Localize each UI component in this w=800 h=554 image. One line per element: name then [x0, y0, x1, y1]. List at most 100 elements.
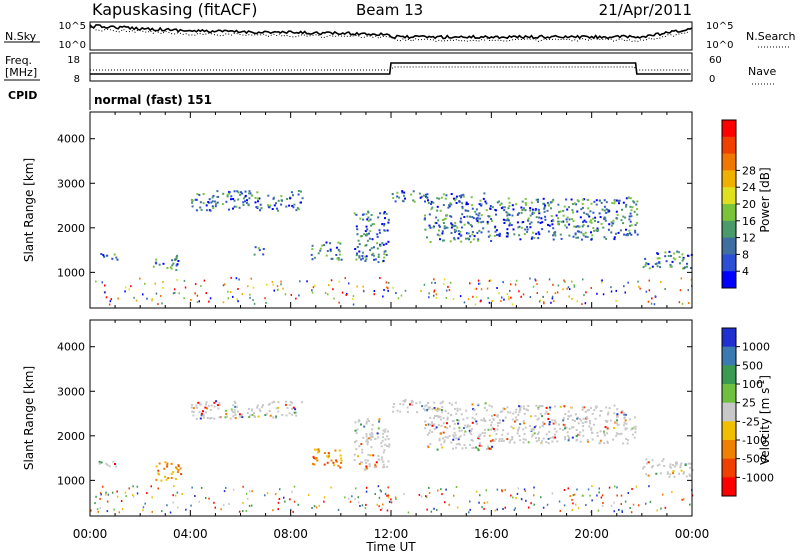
velocity-noise-cell [365, 503, 367, 506]
power-echo-cell [531, 236, 534, 239]
velocity-noise-cell [118, 511, 120, 514]
power-noise-cell [284, 293, 287, 296]
velocity-echo-cell [453, 407, 456, 410]
velocity-echo-cell [175, 466, 177, 469]
velocity-echo-cell [590, 428, 593, 431]
power-echo-cell [376, 233, 379, 236]
velocity-cbar-label: Velocity [m s-1] [757, 375, 772, 465]
power-echo-cell [552, 238, 555, 241]
velocity-echo-cell [687, 462, 690, 465]
power-noise-cell [479, 300, 482, 303]
velocity-echo-cell [522, 441, 525, 444]
velocity-noise-cell [571, 498, 573, 501]
power-echo-cell [592, 211, 595, 214]
power-echo-cell [286, 198, 289, 200]
velocity-noise-cell [590, 510, 592, 513]
velocity-noise-cell [248, 490, 251, 493]
velocity-echo-cell [496, 424, 499, 427]
power-echo-cell [670, 254, 672, 257]
velocity-echo-cell [541, 425, 544, 428]
power-echo-cell [384, 217, 386, 220]
velocity-echo-cell [447, 412, 450, 415]
velocity-echo-cell [554, 421, 557, 424]
velocity-noise-cell [277, 501, 280, 504]
power-noise-cell [489, 279, 492, 282]
power-echo-cell [522, 207, 525, 210]
power-echo-cell [171, 259, 174, 262]
power-echo-cell [460, 194, 463, 197]
velocity-echo-cell [651, 466, 654, 469]
velocity-echo-cell [511, 436, 514, 438]
velocity-echo-cell [358, 462, 361, 465]
velocity-noise-cell [106, 500, 109, 503]
velocity-echo-cell [330, 459, 333, 462]
velocity-echo-cell [176, 471, 179, 474]
velocity-echo-cell [464, 424, 467, 427]
velocity-echo-cell [472, 446, 475, 449]
power-echo-cell [453, 238, 456, 241]
power-echo-cell [355, 225, 358, 228]
velocity-echo-cell [446, 416, 449, 419]
power-echo-cell [313, 256, 316, 259]
velocity-echo-cell [490, 424, 492, 427]
power-noise-cell [341, 291, 344, 294]
velocity-echo-cell [603, 432, 606, 435]
power-echo-cell [547, 230, 550, 233]
velocity-noise-cell [232, 488, 235, 491]
power-echo-cell [191, 199, 194, 202]
velocity-echo-cell [399, 410, 402, 413]
power-echo-cell [366, 218, 369, 221]
power-echo-cell [225, 200, 228, 203]
velocity-echo-cell [529, 424, 532, 427]
velocity-echo-cell [495, 433, 498, 435]
velocity-echo-cell [440, 424, 443, 427]
velocity-colorbar-tick-label: 1000 [742, 341, 770, 354]
velocity-echo-cell [456, 419, 459, 422]
power-noise-cell [385, 281, 388, 284]
power-colorbar-segment [722, 204, 736, 222]
power-echo-cell [489, 205, 492, 207]
power-noise-cell [543, 302, 545, 305]
velocity-echo-cell [691, 469, 694, 471]
velocity-echo-cell [360, 443, 363, 446]
velocity-echo-cell [669, 463, 672, 466]
velocity-echo-cell [313, 463, 316, 466]
power-noise-cell [498, 292, 500, 295]
velocity-echo-cell [622, 442, 625, 445]
velocity-echo-cell [464, 430, 467, 433]
velocity-echo-cell [433, 423, 436, 426]
power-echo-cell [559, 233, 562, 236]
power-echo-cell [365, 225, 368, 228]
velocity-echo-cell [367, 437, 370, 440]
velocity-echo-cell [229, 417, 232, 420]
velocity-noise-cell [551, 492, 554, 495]
power-echo-cell [175, 264, 178, 267]
power-echo-cell [522, 221, 525, 223]
power-noise-cell [654, 295, 657, 298]
velocity-noise-cell [248, 504, 251, 507]
velocity-echo-cell [277, 401, 280, 404]
velocity-echo-cell [358, 445, 361, 448]
power-echo-cell [426, 236, 428, 239]
velocity-echo-cell [198, 411, 201, 414]
power-echo-cell [429, 226, 432, 229]
power-echo-cell [425, 193, 427, 196]
velocity-echo-cell [180, 473, 183, 476]
power-noise-cell [535, 279, 537, 282]
velocity-echo-cell [629, 418, 632, 421]
power-noise-cell [568, 288, 571, 291]
power-echo-cell [365, 255, 368, 258]
power-echo-cell [467, 221, 470, 224]
power-noise-cell [472, 295, 474, 298]
velocity-echo-cell [675, 463, 678, 466]
velocity-echo-cell [386, 430, 389, 433]
velocity-echo-cell [249, 414, 252, 417]
velocity-echo-cell [559, 427, 562, 430]
velocity-echo-cell [402, 403, 405, 406]
velocity-echo-cell [471, 439, 474, 442]
velocity-echo-cell [367, 453, 370, 456]
velocity-echo-cell [460, 429, 463, 432]
velocity-noise-cell [151, 496, 153, 499]
x-tick-label: 04:00 [173, 527, 208, 541]
